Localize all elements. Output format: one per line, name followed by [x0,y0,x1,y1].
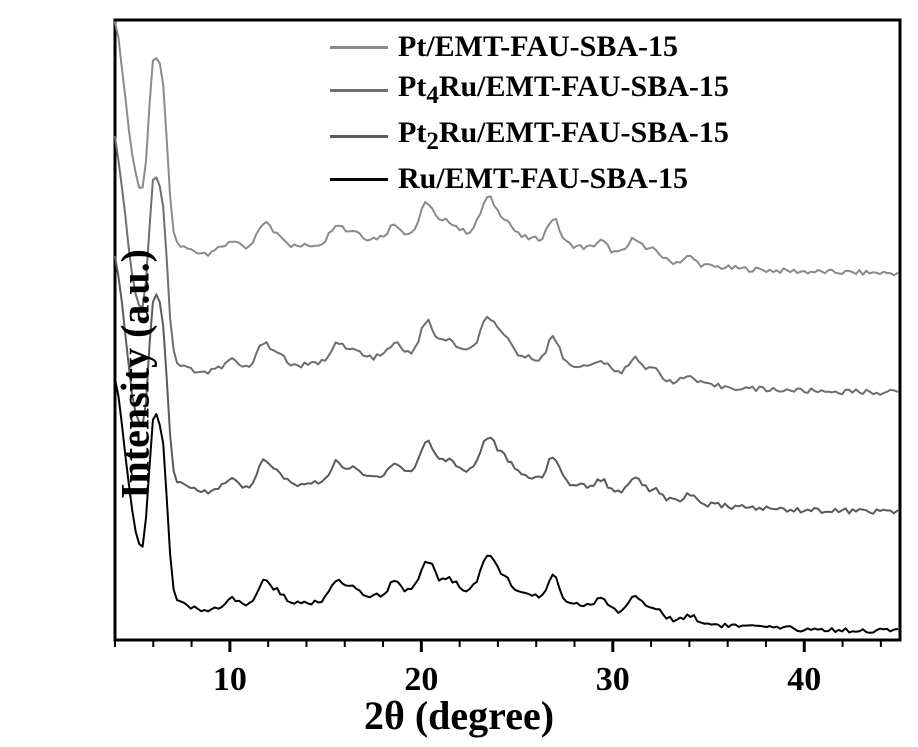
legend-item: Pt/EMT-FAU-SBA-15 [330,30,729,64]
legend-swatch [330,178,388,181]
legend-item: Pt2Ru/EMT-FAU-SBA-15 [330,116,729,156]
legend-item: Pt4Ru/EMT-FAU-SBA-15 [330,70,729,110]
legend-swatch [330,89,388,92]
svg-text:40: 40 [787,661,821,698]
series-line [115,257,897,514]
legend-label: Pt2Ru/EMT-FAU-SBA-15 [398,116,729,156]
legend-swatch [330,46,388,49]
y-axis-label: Intensity (a.u.) [112,248,159,498]
svg-text:10: 10 [213,661,247,698]
svg-text:30: 30 [596,661,630,698]
legend-item: Ru/EMT-FAU-SBA-15 [330,162,729,196]
legend-label: Pt4Ru/EMT-FAU-SBA-15 [398,70,729,110]
xrd-chart: 10203040 Intensity (a.u.) 2θ (degree) Pt… [0,0,918,747]
legend-label: Ru/EMT-FAU-SBA-15 [398,162,688,196]
legend-swatch [330,135,388,138]
legend: Pt/EMT-FAU-SBA-15 Pt4Ru/EMT-FAU-SBA-15 Pt2… [330,30,729,202]
x-axis-label: 2θ (degree) [364,692,554,739]
legend-label: Pt/EMT-FAU-SBA-15 [398,30,678,64]
series-line [115,379,897,633]
